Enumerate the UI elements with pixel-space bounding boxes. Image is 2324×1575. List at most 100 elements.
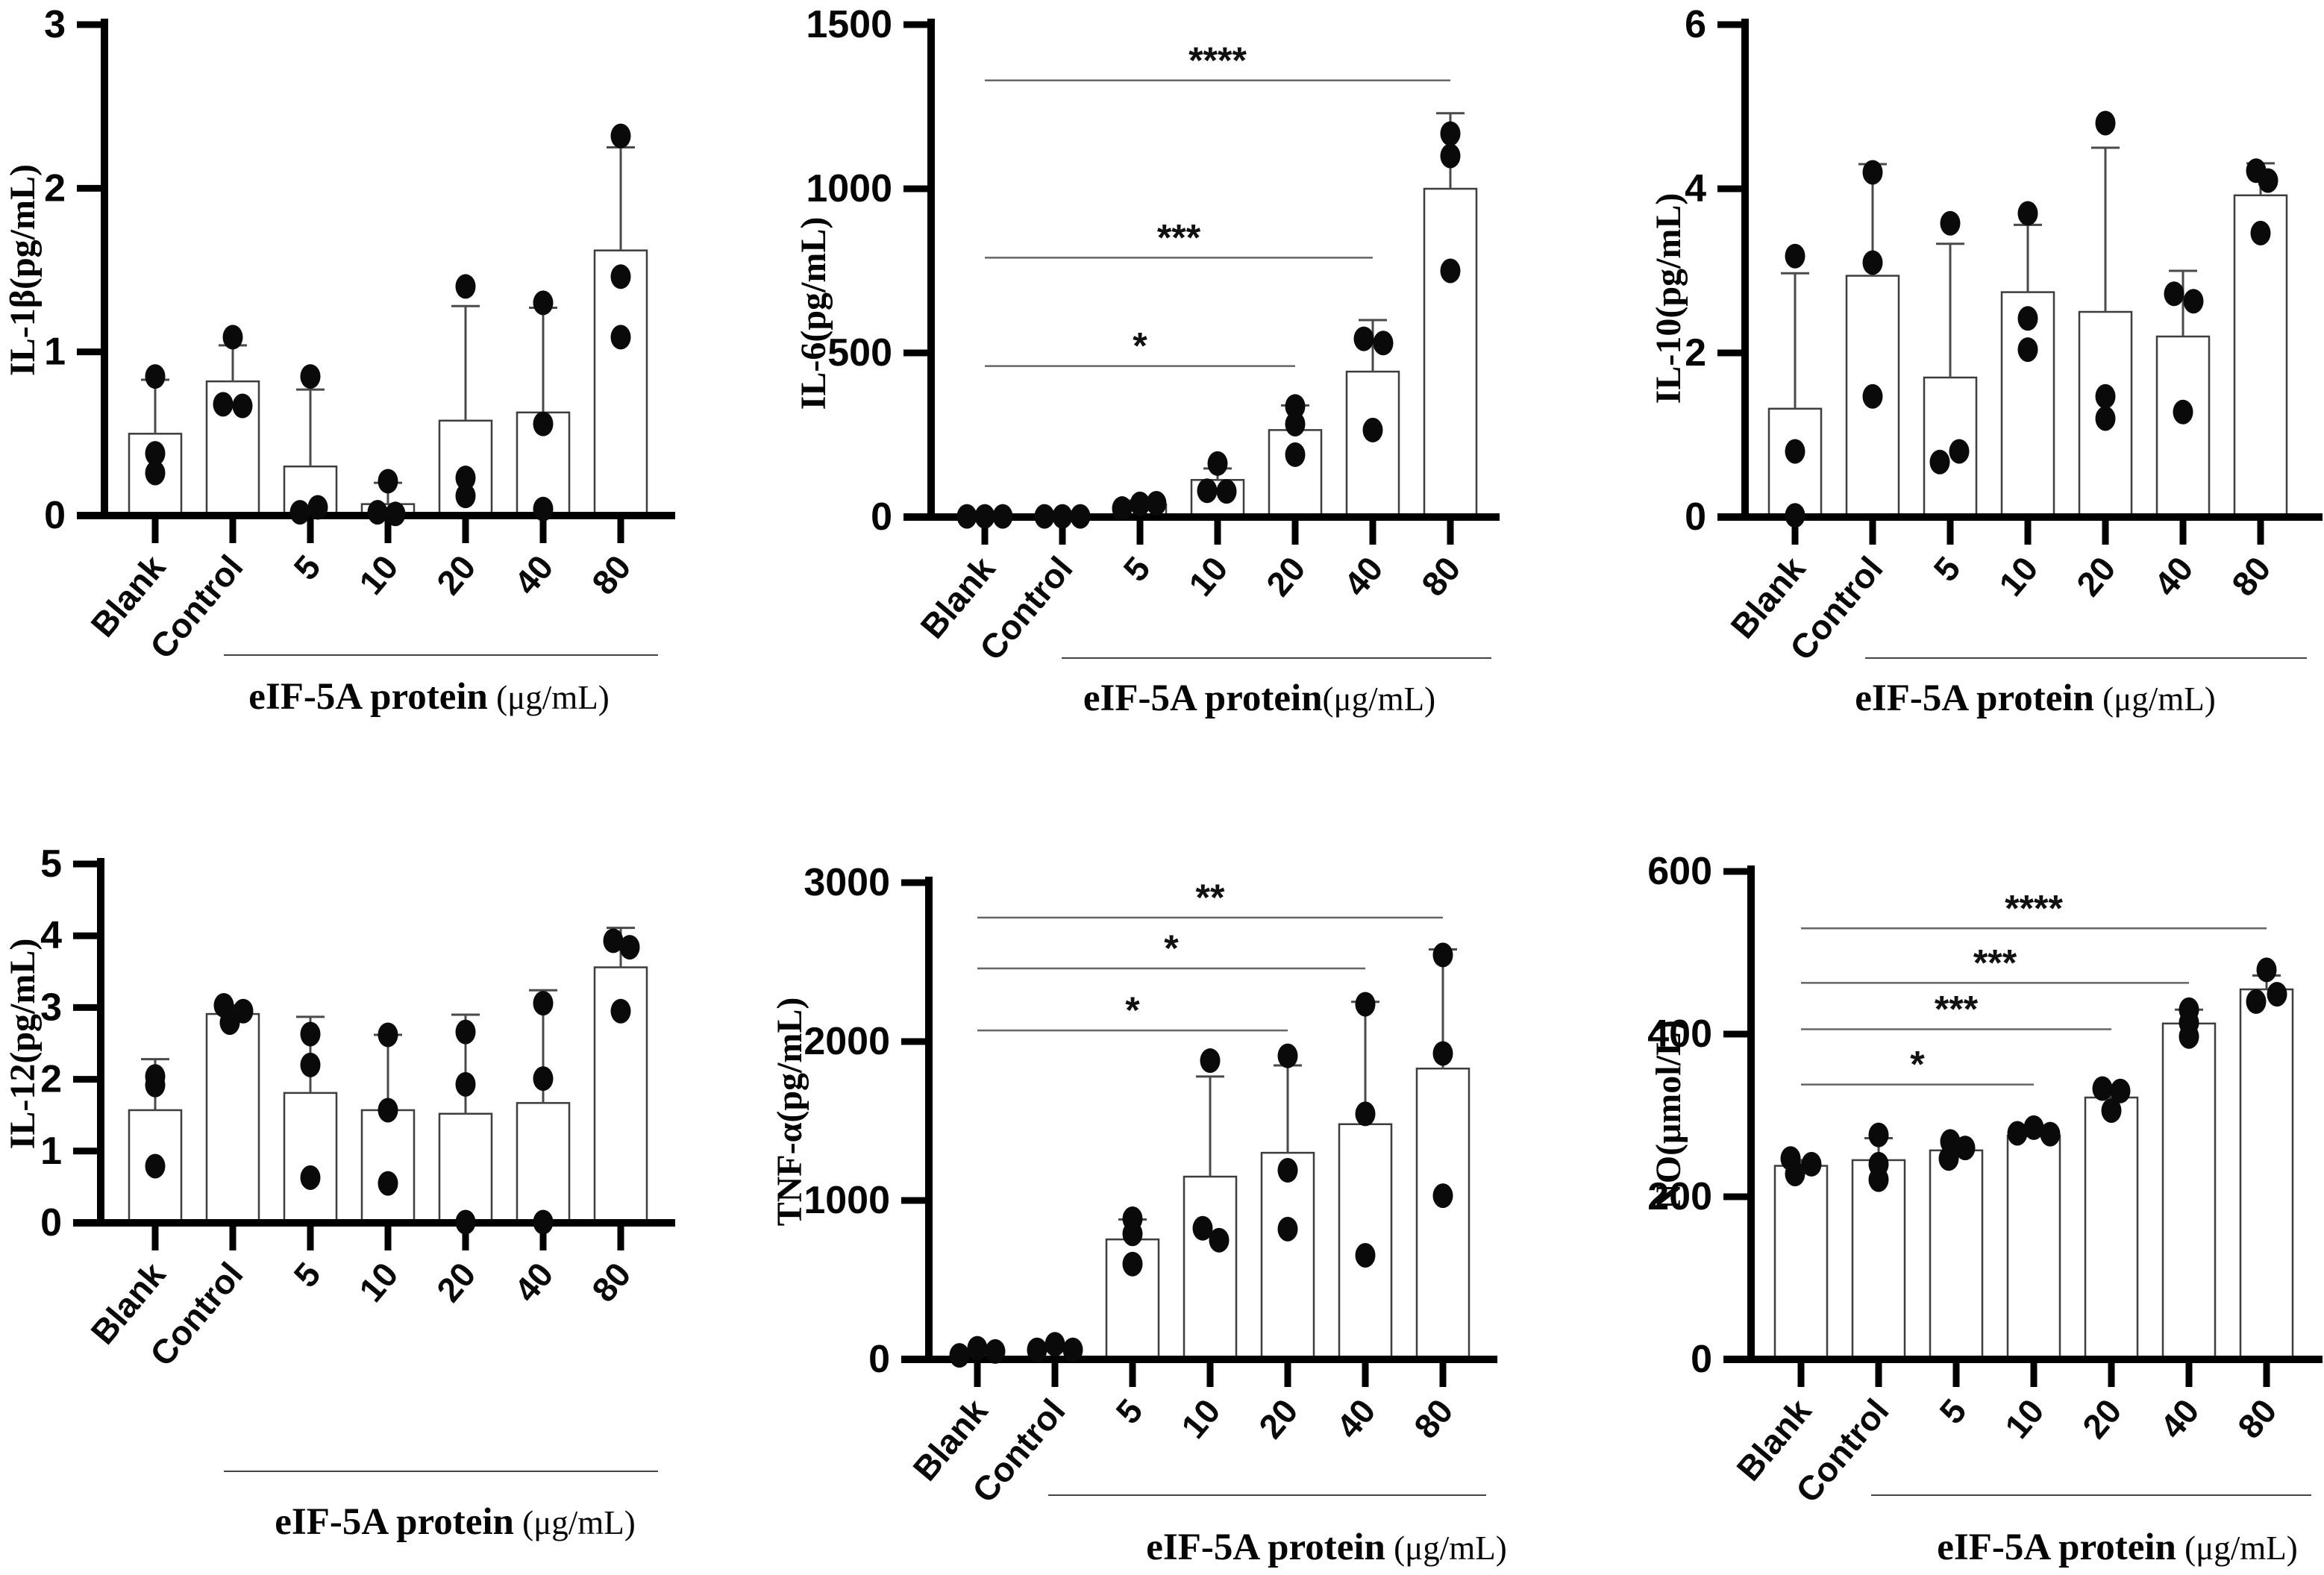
data-point	[1197, 478, 1218, 504]
data-point	[1938, 1146, 1959, 1171]
data-point	[1785, 1161, 1805, 1186]
data-point	[455, 1071, 476, 1097]
x-category-label-80: 80	[584, 1255, 639, 1309]
y-tick-label: 1000	[804, 1179, 890, 1222]
significance-bar: ****	[1801, 887, 2267, 930]
data-point	[145, 441, 166, 466]
data-point	[1440, 143, 1461, 169]
y-tick-label: 6	[1685, 3, 1706, 46]
data-point	[2183, 289, 2204, 314]
x-axis-title: eIF-5A protein(μg/mL)	[1083, 677, 1435, 719]
bar-no-blank	[1773, 1165, 1829, 1361]
error-bar	[2169, 269, 2197, 336]
y-tick-label: 3000	[804, 861, 890, 904]
data-point	[533, 290, 554, 316]
data-point	[455, 274, 476, 299]
data-point	[145, 1153, 166, 1179]
data-point	[1373, 331, 1394, 356]
error-bar	[219, 344, 247, 382]
data-point	[1355, 1101, 1376, 1127]
significance-bar: ***	[1801, 988, 2111, 1030]
error-bar	[607, 146, 635, 251]
data-point	[1027, 1337, 1047, 1362]
error-bar	[1936, 242, 1964, 378]
significance-bar: ****	[985, 40, 1450, 82]
y-tick-label: 0	[871, 495, 892, 539]
bar-no-20	[2084, 1096, 2139, 1361]
bar-no-5	[1929, 1149, 1984, 1361]
x-category-label-20: 20	[429, 548, 483, 602]
data-point	[610, 123, 631, 148]
data-point	[1122, 1251, 1143, 1277]
data-point	[1862, 160, 1883, 185]
data-point	[145, 460, 166, 486]
data-point	[1285, 442, 1306, 467]
data-point	[1207, 451, 1228, 476]
data-point	[455, 483, 476, 509]
data-point	[2101, 1098, 2122, 1123]
data-point	[455, 1019, 476, 1045]
data-point	[1785, 503, 1805, 528]
bar-il-12-control	[205, 1012, 260, 1224]
data-point	[1940, 210, 1961, 236]
x-category-label-80: 80	[2224, 549, 2278, 604]
x-axis-title: eIF-5A protein (μg/mL)	[248, 676, 609, 718]
data-point	[2173, 399, 2193, 425]
error-bar	[296, 388, 325, 467]
data-point	[956, 504, 977, 529]
data-point	[2092, 1076, 2113, 1101]
data-point	[289, 500, 310, 525]
bar-il-6-40	[1345, 370, 1400, 519]
data-point	[1070, 504, 1091, 529]
x-category-label-5: 5	[1932, 1391, 1973, 1431]
y-tick-label: 2	[44, 166, 66, 210]
data-point	[1353, 326, 1374, 351]
x-category-label-40: 40	[1329, 1391, 1383, 1446]
bar-tnf-a-20	[1260, 1151, 1315, 1361]
data-point	[2095, 110, 2116, 136]
data-point	[378, 1171, 398, 1196]
bar-il-6-80	[1423, 187, 1478, 519]
data-point	[1146, 491, 1167, 516]
bar-il-12-10	[360, 1109, 416, 1224]
data-point	[378, 469, 398, 494]
significance-label: ****	[1188, 40, 1247, 81]
y-tick-label: 3	[40, 986, 62, 1029]
bar-il-10-80	[2233, 194, 2288, 519]
data-point	[1044, 1332, 1065, 1357]
data-point	[2246, 989, 2267, 1014]
bar-tnf-a-80	[1415, 1067, 1470, 1361]
data-point	[1355, 992, 1376, 1017]
y-tick-label: 0	[44, 494, 66, 537]
data-point	[1862, 383, 1883, 409]
bar-tnf-a-40	[1338, 1123, 1393, 1361]
data-point	[2179, 1024, 2199, 1049]
data-point	[300, 1052, 321, 1077]
y-tick-label: 600	[1647, 850, 1712, 893]
error-bar	[1274, 1064, 1302, 1153]
y-tick-label: 1000	[806, 167, 892, 210]
data-point	[533, 411, 554, 436]
y-tick-label: 2	[40, 1058, 62, 1101]
y-tick-label: 1	[40, 1130, 62, 1173]
significance-bar: **	[977, 877, 1443, 919]
y-tick-label: 0	[1691, 1338, 1712, 1381]
x-category-label-10: 10	[351, 548, 406, 602]
data-point	[1801, 1151, 1822, 1177]
significance-bar: ***	[1801, 942, 2189, 984]
y-axis-title: IL-6(pg/mL)	[794, 217, 833, 410]
data-point	[232, 393, 253, 419]
data-point	[1285, 411, 1306, 436]
data-point	[145, 364, 166, 389]
significance-label: **	[1196, 877, 1225, 918]
data-point	[2007, 1121, 2028, 1146]
data-point	[2110, 1078, 2131, 1103]
data-point	[1785, 243, 1805, 269]
data-point	[455, 466, 476, 491]
data-point	[1062, 1337, 1083, 1362]
data-point	[2017, 337, 2038, 363]
data-point	[385, 501, 406, 527]
significance-bar: *	[1801, 1044, 2034, 1086]
